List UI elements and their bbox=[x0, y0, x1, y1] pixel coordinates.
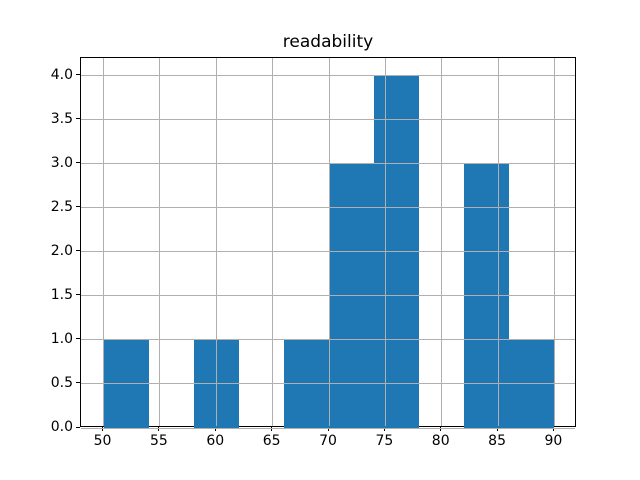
y-tick-label: 2.5 bbox=[50, 198, 73, 215]
y-tick-label: 1.5 bbox=[50, 286, 73, 303]
y-tick-label: 3.5 bbox=[50, 110, 73, 127]
x-tick-mark bbox=[271, 427, 273, 431]
x-tick-label: 85 bbox=[488, 433, 506, 449]
gridline-horizontal bbox=[81, 383, 575, 385]
y-tick-mark bbox=[76, 118, 80, 120]
gridline-horizontal bbox=[81, 75, 575, 77]
x-tick-mark bbox=[102, 427, 104, 431]
y-tick-mark bbox=[76, 338, 80, 340]
x-tick-mark bbox=[552, 427, 554, 431]
y-tick-label: 0.0 bbox=[50, 419, 73, 435]
gridline-horizontal bbox=[81, 339, 575, 341]
x-tick-label: 65 bbox=[262, 433, 281, 449]
x-tick-label: 60 bbox=[206, 433, 225, 449]
x-tick-label: 55 bbox=[149, 433, 168, 449]
plot-area bbox=[80, 57, 576, 429]
x-tick-label: 90 bbox=[544, 433, 563, 449]
x-tick-mark bbox=[158, 427, 160, 431]
gridline-vertical bbox=[384, 58, 386, 426]
gridline-horizontal bbox=[81, 119, 575, 121]
y-tick-mark bbox=[76, 426, 80, 428]
y-tick-label: 0.5 bbox=[50, 374, 73, 391]
gridline-horizontal bbox=[81, 251, 575, 253]
gridline-vertical bbox=[215, 58, 217, 426]
x-tick-mark bbox=[440, 427, 442, 431]
y-tick-mark bbox=[76, 162, 80, 164]
gridline-vertical bbox=[272, 58, 274, 426]
x-tick-label: 80 bbox=[431, 433, 450, 449]
chart-title: readability bbox=[282, 32, 374, 52]
y-tick-mark bbox=[76, 382, 80, 384]
gridline-horizontal bbox=[81, 295, 575, 297]
x-tick-mark bbox=[383, 427, 385, 431]
y-tick-label: 1.0 bbox=[50, 330, 73, 347]
y-tick-label: 4.0 bbox=[50, 66, 73, 83]
gridline-vertical bbox=[497, 58, 499, 426]
x-tick-mark bbox=[214, 427, 216, 431]
y-tick-mark bbox=[76, 294, 80, 296]
gridline-vertical bbox=[441, 58, 443, 426]
gridline-vertical bbox=[103, 58, 105, 426]
y-tick-mark bbox=[76, 206, 80, 208]
gridline-horizontal bbox=[81, 427, 575, 429]
gridline-horizontal bbox=[81, 163, 575, 165]
gridline-horizontal bbox=[81, 207, 575, 209]
y-tick-mark bbox=[76, 74, 80, 76]
y-tick-label: 3.0 bbox=[50, 154, 73, 171]
y-tick-mark bbox=[76, 250, 80, 252]
gridline-vertical bbox=[328, 58, 330, 426]
gridline-vertical bbox=[159, 58, 161, 426]
x-tick-label: 70 bbox=[319, 433, 337, 449]
x-tick-label: 75 bbox=[375, 433, 394, 449]
gridline-vertical bbox=[553, 58, 555, 426]
y-tick-label: 2.0 bbox=[50, 242, 73, 259]
grid-layer bbox=[81, 58, 575, 429]
x-tick-mark bbox=[496, 427, 498, 431]
x-tick-label: 50 bbox=[93, 433, 112, 449]
x-tick-mark bbox=[327, 427, 329, 431]
